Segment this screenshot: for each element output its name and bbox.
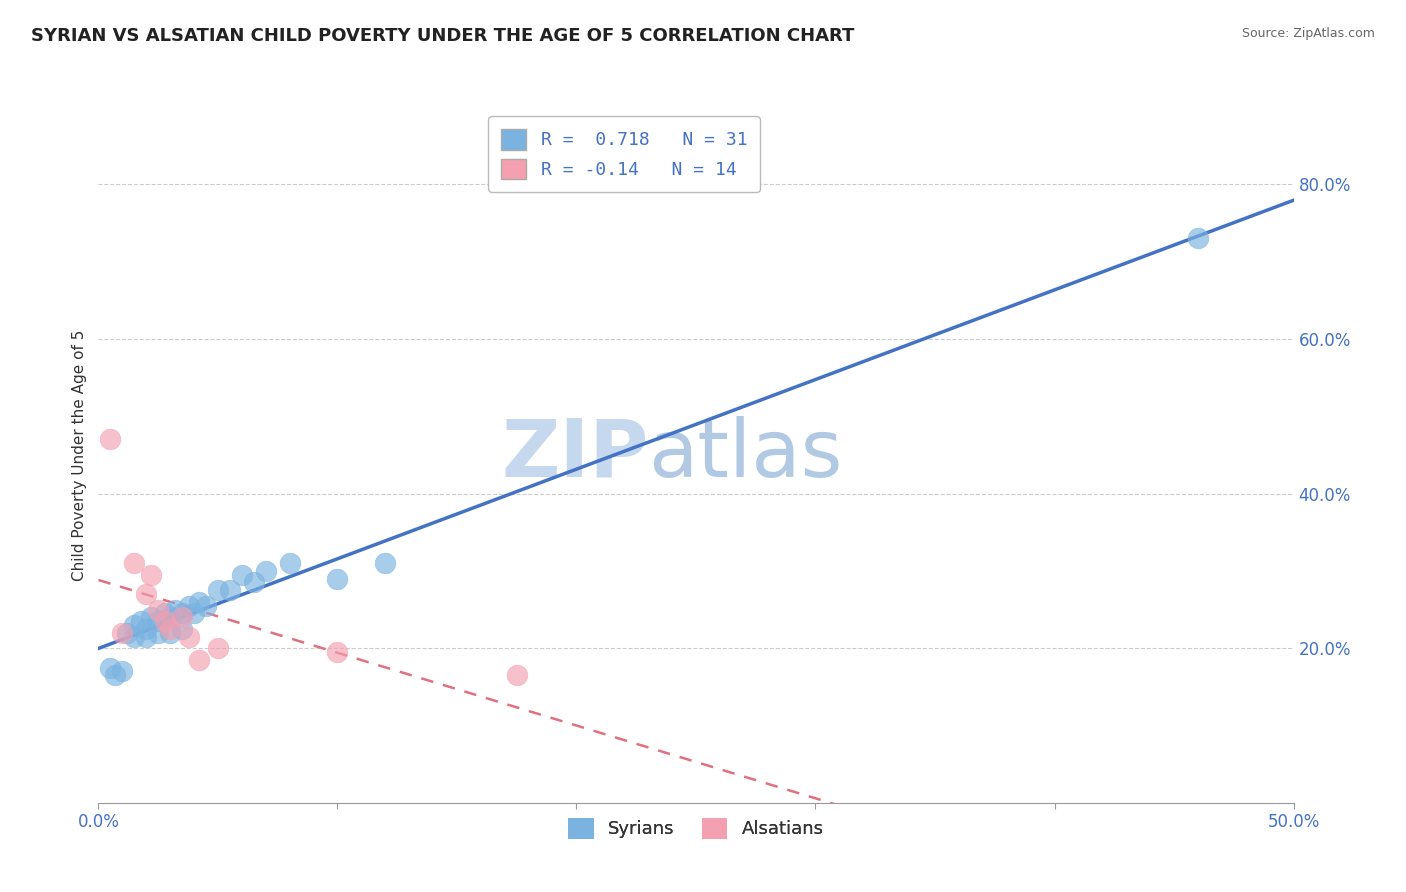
- Point: [124, 630, 146, 644]
- Point: [254, 564, 277, 578]
- Point: [195, 599, 218, 613]
- Point: [187, 653, 209, 667]
- Point: [179, 599, 201, 613]
- Point: [183, 607, 205, 621]
- Point: [187, 595, 209, 609]
- Point: [98, 660, 122, 674]
- Point: [326, 572, 349, 586]
- Point: [326, 645, 349, 659]
- Point: [148, 602, 170, 616]
- Point: [124, 618, 146, 632]
- Point: [111, 625, 134, 640]
- Text: SYRIAN VS ALSATIAN CHILD POVERTY UNDER THE AGE OF 5 CORRELATION CHART: SYRIAN VS ALSATIAN CHILD POVERTY UNDER T…: [31, 27, 855, 45]
- Point: [231, 567, 253, 582]
- Point: [135, 622, 157, 636]
- Point: [1187, 231, 1209, 245]
- Point: [172, 607, 194, 621]
- Point: [139, 610, 162, 624]
- Point: [159, 622, 181, 636]
- Point: [374, 556, 396, 570]
- Point: [104, 668, 127, 682]
- Text: ZIP: ZIP: [501, 416, 648, 494]
- Point: [148, 625, 170, 640]
- Point: [179, 630, 201, 644]
- Point: [155, 607, 177, 621]
- Legend: Syrians, Alsatians: Syrians, Alsatians: [561, 811, 831, 846]
- Point: [219, 583, 242, 598]
- Point: [115, 625, 138, 640]
- Point: [124, 556, 146, 570]
- Point: [278, 556, 301, 570]
- Point: [139, 567, 162, 582]
- Point: [163, 602, 186, 616]
- Point: [98, 433, 122, 447]
- Point: [207, 641, 229, 656]
- Point: [131, 614, 153, 628]
- Text: Source: ZipAtlas.com: Source: ZipAtlas.com: [1241, 27, 1375, 40]
- Point: [207, 583, 229, 598]
- Point: [135, 630, 157, 644]
- Point: [243, 575, 266, 590]
- Point: [135, 587, 157, 601]
- Point: [159, 610, 181, 624]
- Point: [506, 668, 529, 682]
- Point: [172, 610, 194, 624]
- Point: [155, 614, 177, 628]
- Point: [172, 622, 194, 636]
- Point: [159, 625, 181, 640]
- Y-axis label: Child Poverty Under the Age of 5: Child Poverty Under the Age of 5: [72, 329, 87, 581]
- Point: [111, 665, 134, 679]
- Text: atlas: atlas: [648, 416, 842, 494]
- Point: [148, 614, 170, 628]
